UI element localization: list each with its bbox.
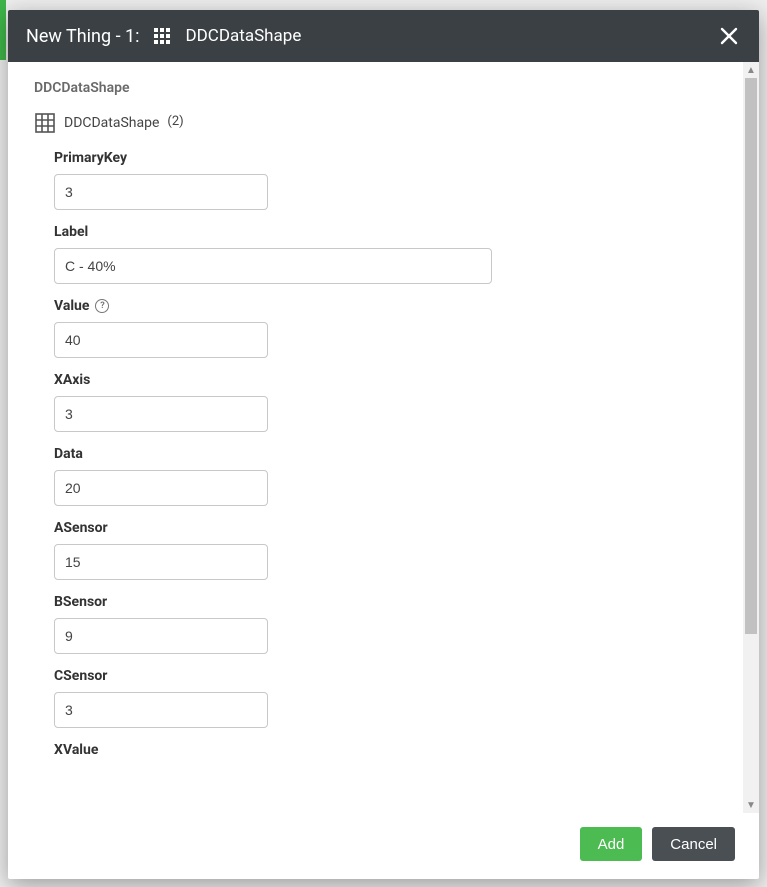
data-input[interactable]: [54, 470, 268, 506]
datashape-icon: [34, 112, 56, 134]
fields-container: PrimaryKey Label Value? XAxis Data ASensor BSe…: [34, 150, 717, 758]
shape-summary-count: (2): [167, 114, 183, 129]
field-xvalue: XValue: [54, 742, 717, 758]
label-input[interactable]: [54, 248, 492, 284]
close-icon: [720, 27, 738, 45]
field-primaryKey: PrimaryKey: [54, 150, 717, 210]
close-button[interactable]: [717, 24, 741, 48]
shape-heading: DDCDataShape: [34, 80, 717, 96]
asensor-input[interactable]: [54, 544, 268, 580]
field-label: Label: [54, 224, 717, 284]
csensor-input[interactable]: [54, 692, 268, 728]
shape-summary-row: DDCDataShape (2): [34, 112, 717, 134]
field-xaxis: XAxis: [54, 372, 717, 432]
scrollbar-thumb[interactable]: [745, 78, 757, 634]
modal-footer: Add Cancel: [8, 813, 759, 879]
field-label-value: Value?: [54, 298, 717, 314]
modal-dialog: New Thing - 1: DDCDataShape: [8, 10, 759, 879]
modal-title-shape-name: DDCDataShape: [185, 26, 301, 46]
shape-summary-name: DDCDataShape: [64, 115, 159, 131]
field-label-text: XValue: [54, 742, 98, 758]
field-asensor: ASensor: [54, 520, 717, 580]
field-label-text: Data: [54, 446, 83, 462]
field-label-text: Value: [54, 298, 89, 314]
bsensor-input[interactable]: [54, 618, 268, 654]
cancel-button[interactable]: Cancel: [652, 827, 735, 861]
field-label-text: XAxis: [54, 372, 90, 388]
field-label-text: BSensor: [54, 594, 107, 610]
field-label-bsensor: BSensor: [54, 594, 717, 610]
add-button[interactable]: Add: [580, 827, 643, 861]
field-label-xaxis: XAxis: [54, 372, 717, 388]
field-value: Value?: [54, 298, 717, 358]
primaryKey-input[interactable]: [54, 174, 268, 210]
scroll-up-icon[interactable]: ▲: [743, 62, 759, 78]
xaxis-input[interactable]: [54, 396, 268, 432]
field-label-data: Data: [54, 446, 717, 462]
scrollbar[interactable]: ▲ ▼: [743, 62, 759, 813]
value-input[interactable]: [54, 322, 268, 358]
field-label-asensor: ASensor: [54, 520, 717, 536]
field-label-text: PrimaryKey: [54, 150, 127, 166]
field-label-xvalue: XValue: [54, 742, 717, 758]
help-icon[interactable]: ?: [95, 299, 109, 313]
field-label-text: CSensor: [54, 668, 107, 684]
modal-body: DDCDataShape DDCDataShape (2) PrimaryKey…: [8, 62, 743, 813]
field-label-csensor: CSensor: [54, 668, 717, 684]
field-data: Data: [54, 446, 717, 506]
datashape-icon: [151, 25, 173, 47]
modal-title-prefix: New Thing - 1:: [26, 26, 139, 47]
accent-bar: [0, 0, 6, 60]
modal-body-wrap: DDCDataShape DDCDataShape (2) PrimaryKey…: [8, 62, 759, 813]
field-label-text: ASensor: [54, 520, 108, 536]
modal-header: New Thing - 1: DDCDataShape: [8, 10, 759, 62]
field-label-primaryKey: PrimaryKey: [54, 150, 717, 166]
field-label-label: Label: [54, 224, 717, 240]
field-label-text: Label: [54, 224, 88, 240]
scroll-down-icon[interactable]: ▼: [743, 797, 759, 813]
field-csensor: CSensor: [54, 668, 717, 728]
field-bsensor: BSensor: [54, 594, 717, 654]
